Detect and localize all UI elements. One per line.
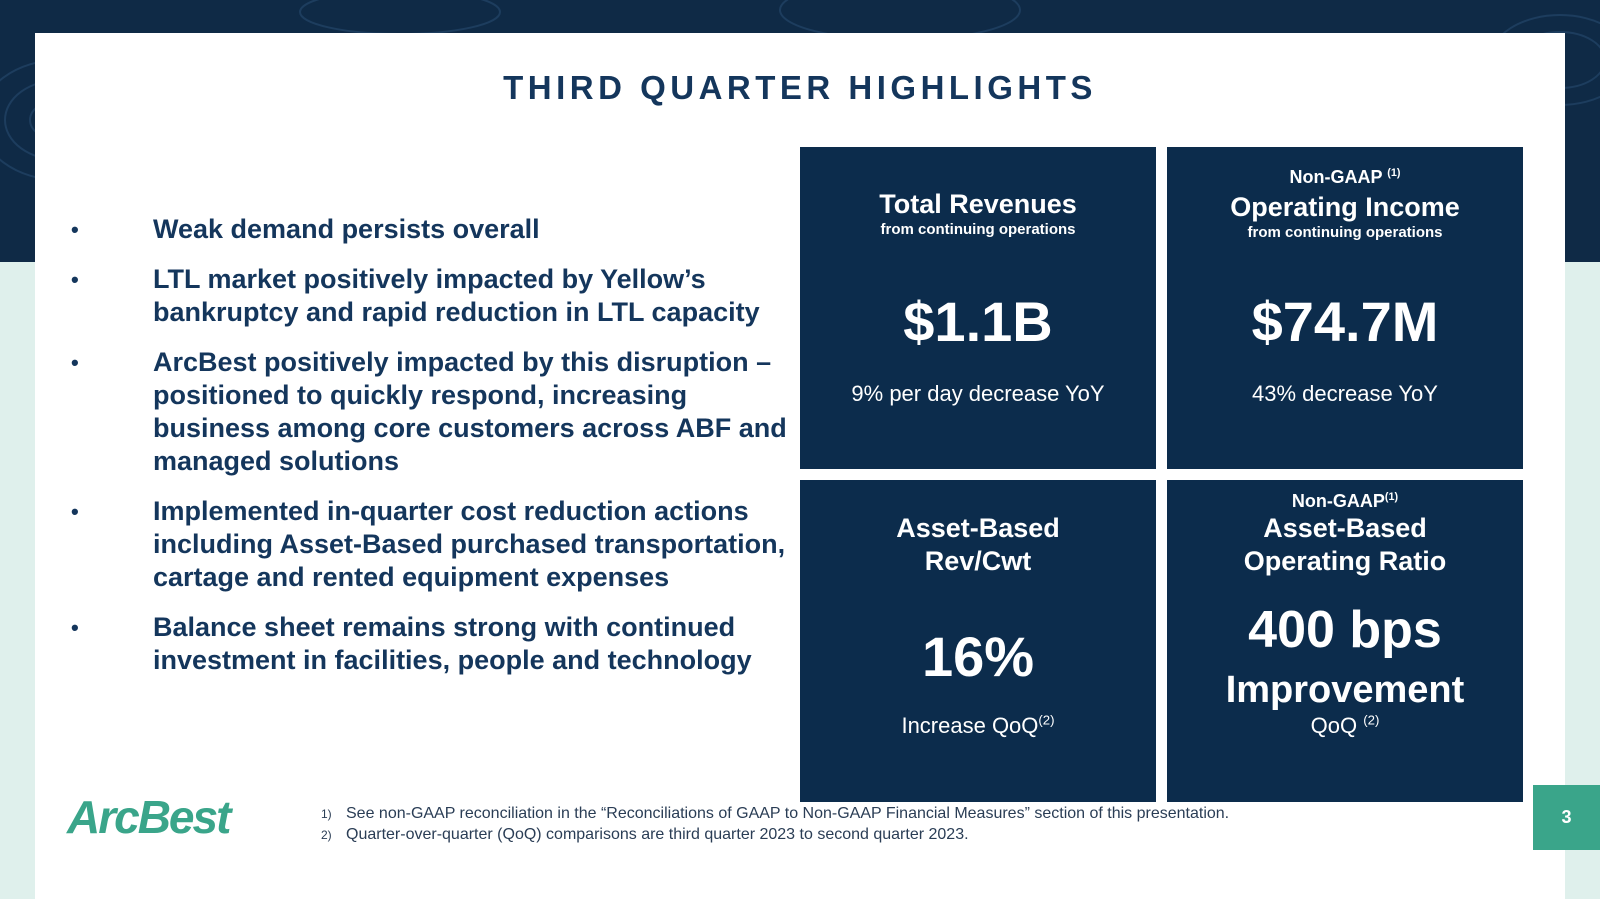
bullet-marker: • xyxy=(71,217,79,242)
operating-income-heading: Operating Income xyxy=(1230,192,1460,222)
operating-ratio-value: 400 bps xyxy=(1248,601,1442,659)
bullet-text: Implemented in-quarter cost reduction ac… xyxy=(153,496,786,592)
rev-cwt-heading-line2: Rev/Cwt xyxy=(924,546,1032,576)
footnote-text: See non-GAAP reconciliation in the “Reco… xyxy=(346,805,1230,822)
operating-ratio-label: Non-GAAP(1) xyxy=(1167,491,1523,512)
bullet-marker: • xyxy=(71,499,79,524)
bullet-text: Balance sheet remains strong with contin… xyxy=(153,612,752,675)
operating-income-subheading: from continuing operations xyxy=(1247,224,1443,241)
revenue-heading: Total Revenues xyxy=(879,189,1077,219)
bullet-marker: • xyxy=(71,267,79,292)
operating-ratio-value-line2: Improvement xyxy=(1225,669,1465,711)
operating-income-tile: Non-GAAP (1) Operating Income from conti… xyxy=(1167,147,1523,469)
footnote-ref: (1) xyxy=(1387,167,1401,179)
non-gaap-label: Non-GAAP xyxy=(1289,167,1383,187)
operating-ratio-heading-line1: Asset-Based xyxy=(1263,513,1427,543)
rev-cwt-tile: Asset-Based Rev/Cwt 16% Increase QoQ(2) xyxy=(800,480,1156,802)
footnote: 2) Quarter-over-quarter (QoQ) comparisons… xyxy=(321,824,1229,845)
operating-ratio-change-text: QoQ xyxy=(1310,713,1358,738)
bullet-text: Weak demand persists overall xyxy=(153,214,540,244)
list-item: • Implemented in-quarter cost reduction a… xyxy=(67,495,797,594)
footnote-text: Quarter-over-quarter (QoQ) comparisons a… xyxy=(346,826,969,843)
page-title: THIRD QUARTER HIGHLIGHTS xyxy=(503,69,1097,106)
rev-cwt-value: 16% xyxy=(921,625,1035,688)
footnote-ref: (2) xyxy=(1363,712,1380,728)
rev-cwt-change-text: Increase QoQ xyxy=(901,713,1039,738)
rev-cwt-heading-line1: Asset-Based xyxy=(896,513,1060,543)
operating-income-value: $74.7M xyxy=(1251,290,1439,353)
operating-income-label: Non-GAAP (1) xyxy=(1167,167,1523,188)
slide: THIRD QUARTER HIGHLIGHTS • Weak demand pe… xyxy=(35,33,1565,899)
footnote: 1) See non-GAAP reconciliation in the “Re… xyxy=(321,803,1229,824)
bullet-list: • Weak demand persists overall • LTL marke… xyxy=(67,213,797,694)
footnote-ref: (1) xyxy=(1384,491,1399,503)
bullet-marker: • xyxy=(71,615,79,640)
bullet-text: LTL market positively impacted by Yellow… xyxy=(153,264,760,327)
footnote-ref: (2) xyxy=(1038,712,1055,728)
operating-ratio-heading-line2: Operating Ratio xyxy=(1243,546,1447,576)
revenue-change: 9% per day decrease YoY xyxy=(851,381,1105,406)
arcbest-logo: ArcBest xyxy=(67,791,231,843)
operating-ratio-change: QoQ (2) xyxy=(1167,713,1523,739)
bullet-text: ArcBest positively impacted by this disr… xyxy=(153,347,787,476)
revenue-subheading: from continuing operations xyxy=(880,221,1076,238)
revenue-tile: Total Revenues from continuing operation… xyxy=(800,147,1156,469)
footnote-number: 2) xyxy=(321,828,332,842)
operating-income-change: 43% decrease YoY xyxy=(1252,381,1438,406)
non-gaap-label: Non-GAAP xyxy=(1291,491,1385,511)
list-item: • LTL market positively impacted by Yello… xyxy=(67,263,797,329)
bullet-marker: • xyxy=(71,350,79,375)
list-item: • ArcBest positively impacted by this dis… xyxy=(67,346,797,478)
list-item: • Weak demand persists overall xyxy=(67,213,797,246)
rev-cwt-change: Increase QoQ(2) xyxy=(800,713,1156,739)
revenue-value: $1.1B xyxy=(903,290,1053,353)
page-number-badge: 3 xyxy=(1533,785,1600,850)
operating-ratio-tile: Non-GAAP(1) Asset-Based Operating Ratio … xyxy=(1167,480,1523,802)
list-item: • Balance sheet remains strong with conti… xyxy=(67,611,797,677)
footnotes: 1) See non-GAAP reconciliation in the “Re… xyxy=(321,803,1229,845)
footnote-number: 1) xyxy=(321,807,332,821)
